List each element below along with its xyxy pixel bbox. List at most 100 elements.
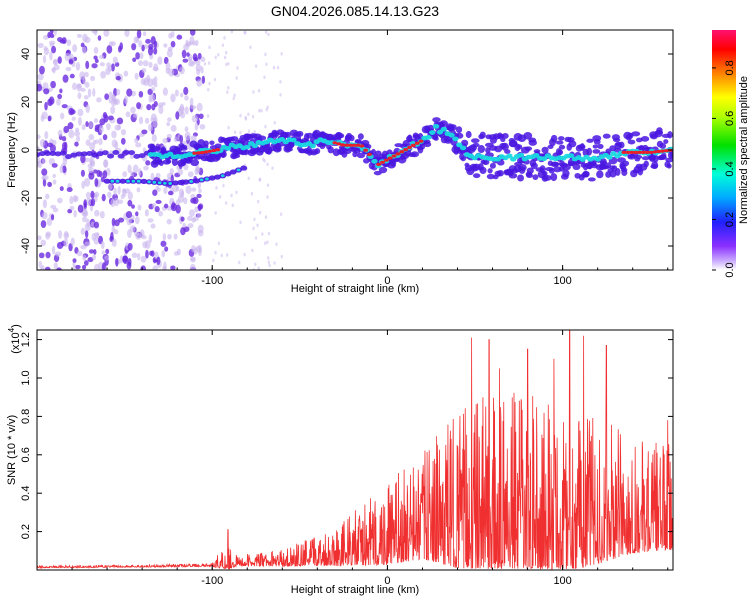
noise-speck xyxy=(174,89,179,97)
noise-speck xyxy=(93,169,98,174)
noise-speck xyxy=(271,166,274,170)
noise-speck xyxy=(102,111,108,119)
noise-speck xyxy=(259,210,262,215)
noise-speck xyxy=(230,30,234,34)
noise-speck xyxy=(122,255,129,265)
noise-speck xyxy=(275,242,278,246)
noise-speck xyxy=(50,214,55,221)
noise-speck xyxy=(91,30,98,34)
noise-speck xyxy=(190,135,197,143)
colorbar-tick-label: 0.0 xyxy=(724,262,736,277)
ridge-cloud xyxy=(592,135,602,142)
noise-speck xyxy=(167,117,172,122)
noise-speck xyxy=(82,254,87,261)
noise-speck xyxy=(217,52,220,57)
noise-speck xyxy=(68,59,74,65)
ridge-mid xyxy=(425,134,432,140)
ridge-mid xyxy=(251,143,259,149)
noise-speck xyxy=(62,74,69,83)
band-blob xyxy=(80,151,88,157)
noise-speck xyxy=(38,252,45,259)
noise-speck xyxy=(273,261,276,265)
noise-speck xyxy=(175,185,180,192)
noise-speck xyxy=(83,260,89,266)
noise-speck xyxy=(233,93,236,98)
noise-speck xyxy=(162,87,169,96)
noise-speck xyxy=(136,30,142,39)
noise-speck xyxy=(85,121,89,127)
noise-speck xyxy=(176,34,183,40)
noise-speck xyxy=(266,162,269,167)
noise-speck xyxy=(191,187,197,192)
noise-speck xyxy=(119,42,123,51)
ridge-cloud xyxy=(180,146,188,151)
noise-speck xyxy=(75,62,81,71)
ridge-core xyxy=(347,143,353,147)
ridge-cloud xyxy=(542,174,552,181)
ridge-cloud xyxy=(643,160,649,168)
noise-speck xyxy=(89,142,96,151)
noise-speck xyxy=(150,172,155,181)
noise-speck xyxy=(64,141,68,151)
secondary-track-core xyxy=(199,178,204,182)
spectrogram-xlabel: Height of straight line (km) xyxy=(291,283,419,295)
snr-scale-close: ) xyxy=(10,324,22,328)
noise-speck xyxy=(120,128,127,136)
noise-speck xyxy=(218,195,222,199)
noise-speck xyxy=(107,184,113,191)
noise-speck xyxy=(148,61,153,68)
secondary-track-core xyxy=(147,180,151,184)
secondary-track xyxy=(140,178,148,184)
ridge-core xyxy=(644,150,650,154)
noise-speck xyxy=(79,71,86,80)
ridge-core xyxy=(391,154,397,158)
ridge-cloud xyxy=(516,144,523,150)
noise-speck xyxy=(87,88,92,98)
ridge-cloud xyxy=(285,131,291,139)
noise-speck xyxy=(184,106,189,115)
noise-speck xyxy=(93,248,97,255)
noise-speck xyxy=(184,95,189,101)
ridge-cloud xyxy=(450,124,457,131)
noise-speck xyxy=(63,125,70,134)
ridge-cloud xyxy=(482,159,490,166)
noise-speck xyxy=(264,30,268,34)
noise-speck xyxy=(45,193,50,200)
ridge-core xyxy=(395,152,401,156)
noise-speck xyxy=(111,225,116,234)
noise-speck xyxy=(151,103,156,111)
ridge-cloud xyxy=(525,172,533,179)
noise-speck xyxy=(114,124,121,131)
noise-speck xyxy=(71,116,76,121)
band-blob xyxy=(101,150,109,156)
noise-speck xyxy=(163,43,168,48)
noise-speck xyxy=(196,193,202,199)
noise-speck xyxy=(80,87,86,92)
noise-speck xyxy=(61,136,67,142)
ridge-core xyxy=(418,139,424,143)
band-blob xyxy=(138,153,146,159)
noise-speck xyxy=(124,30,130,37)
ridge-cloud xyxy=(597,143,604,150)
noise-speck xyxy=(83,177,91,187)
noise-speck xyxy=(41,212,48,220)
noise-speck xyxy=(117,185,121,195)
noise-speck xyxy=(150,117,155,123)
figure-title: GN04.2026.085.14.13.G23 xyxy=(271,3,439,19)
ridge-cloud xyxy=(335,132,342,140)
noise-speck xyxy=(49,42,55,47)
secondary-track-core xyxy=(168,182,172,185)
noise-speck xyxy=(49,51,53,61)
noise-speck xyxy=(138,40,143,48)
noise-speck xyxy=(67,122,74,130)
snr-xtick-label: -100 xyxy=(201,575,223,587)
noise-speck xyxy=(238,260,241,265)
ridge-cloud xyxy=(568,140,577,148)
noise-speck xyxy=(276,65,280,70)
noise-speck xyxy=(232,96,235,101)
noise-speck xyxy=(93,232,99,237)
noise-speck xyxy=(175,111,180,120)
noise-speck xyxy=(74,141,79,147)
noise-speck xyxy=(279,79,282,84)
ridge-cloud xyxy=(652,154,659,163)
